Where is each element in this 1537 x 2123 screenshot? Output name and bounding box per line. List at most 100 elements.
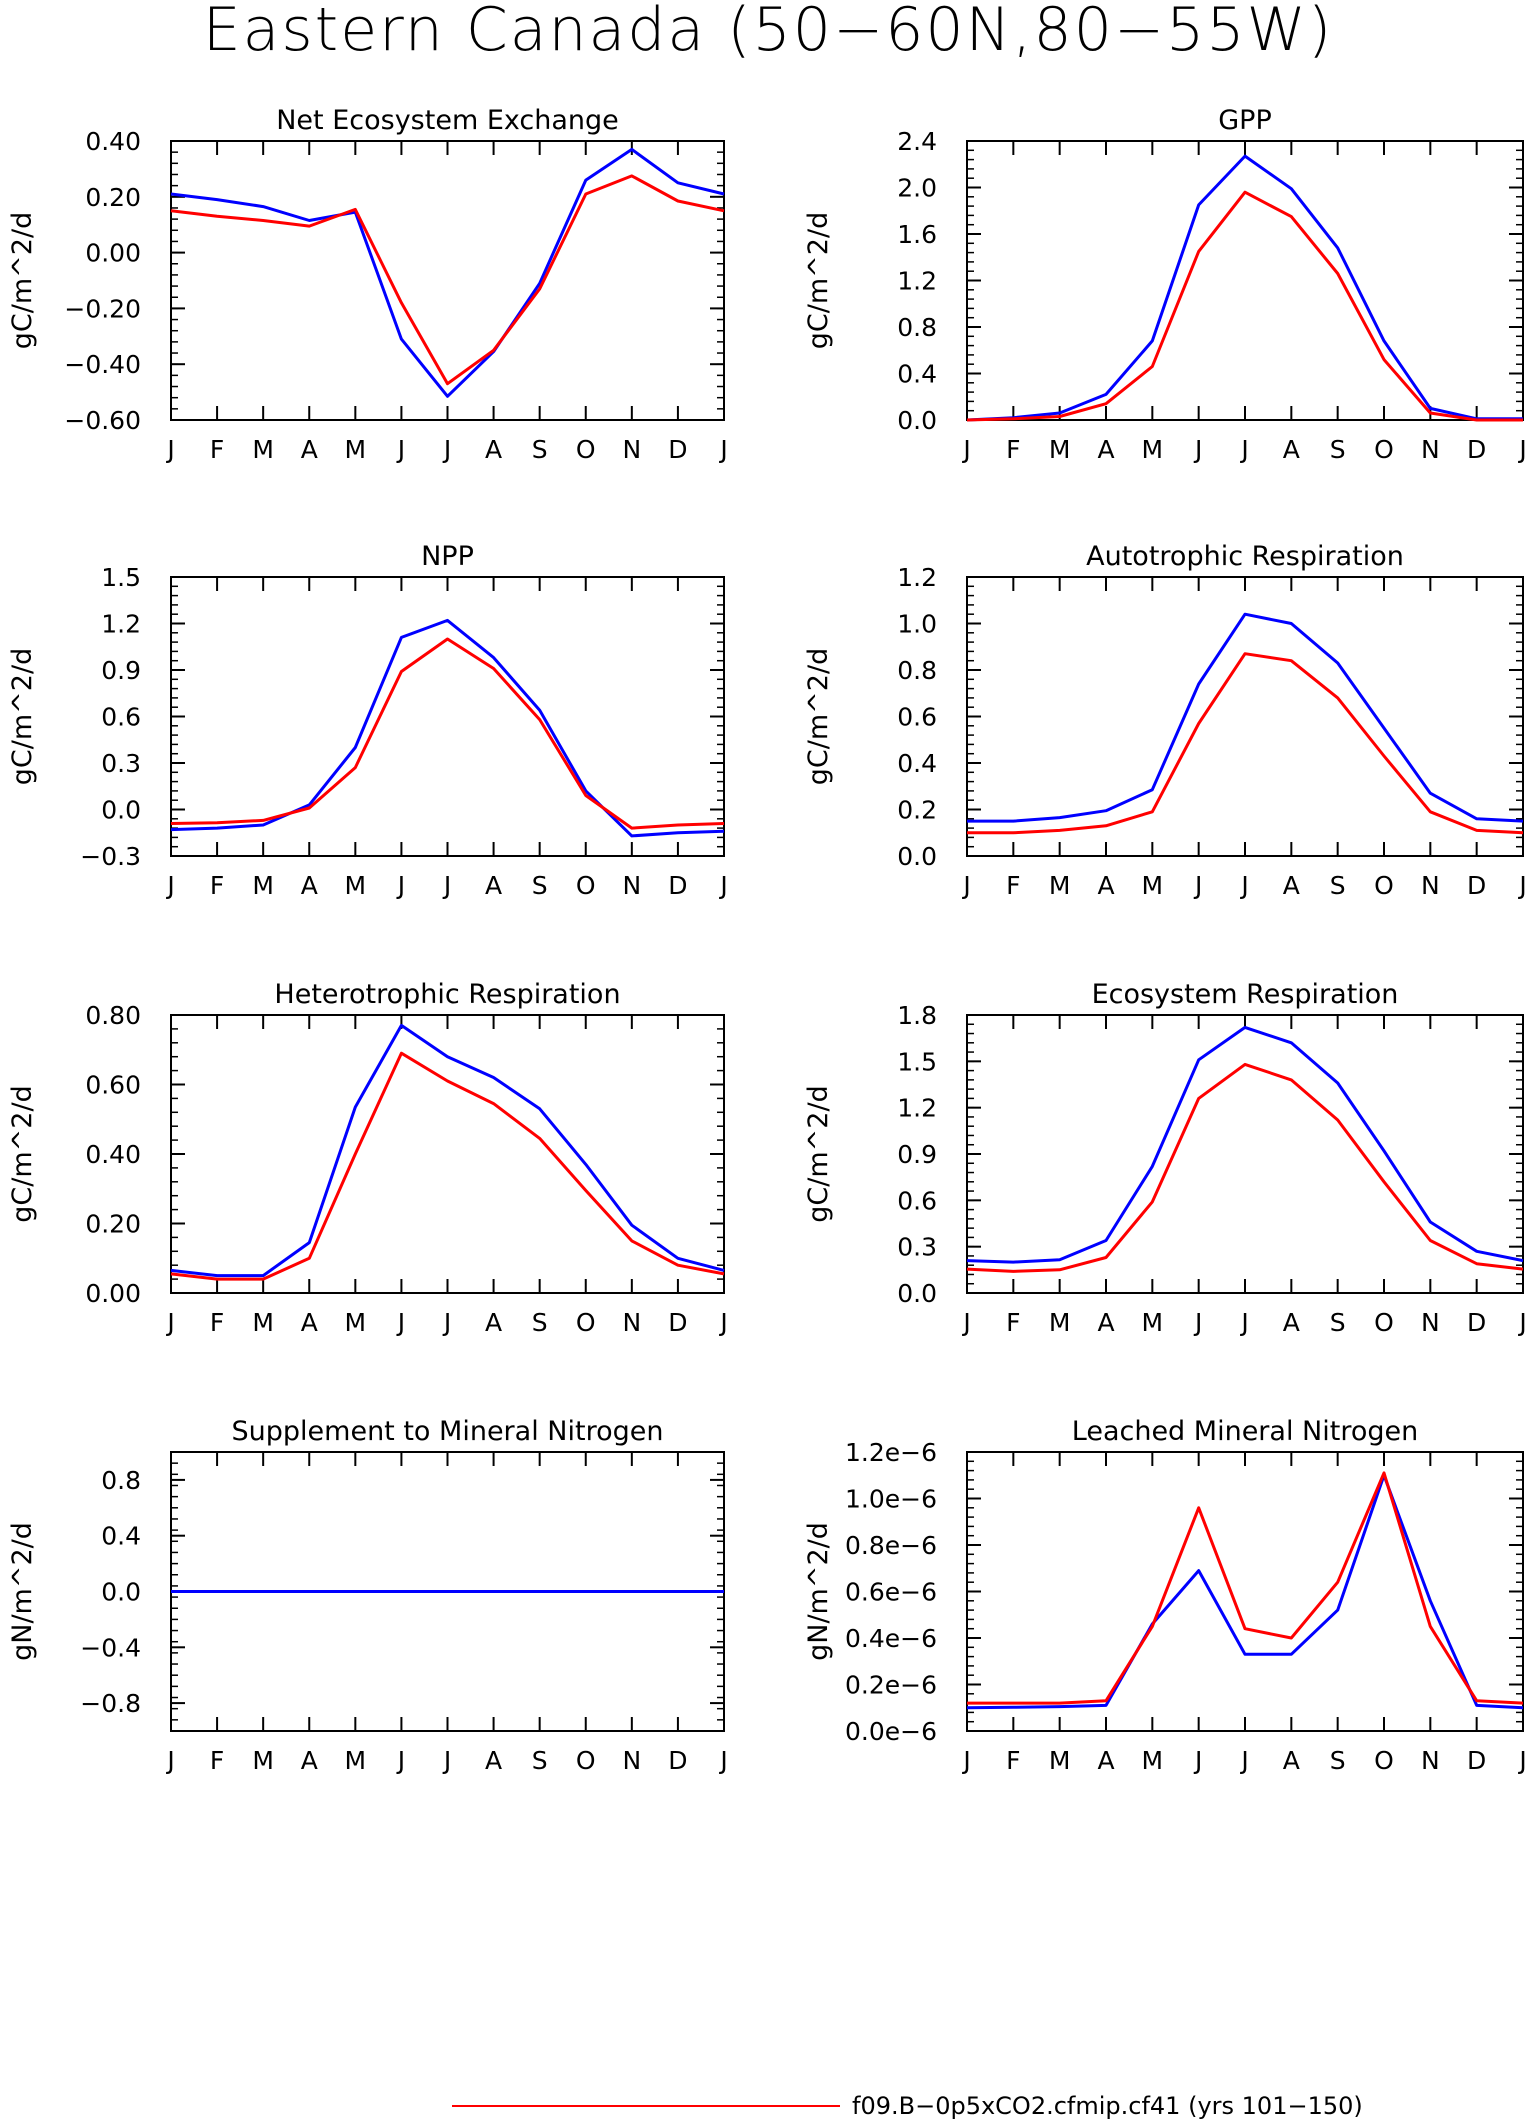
y-tick-label: 0.20 (85, 183, 141, 212)
y-tick-label: 0.6 (101, 703, 141, 732)
x-tick-label: F (210, 871, 224, 900)
chart-title: GPP (1218, 105, 1272, 136)
x-tick-label: M (1142, 871, 1164, 900)
x-tick-label: O (1374, 871, 1394, 900)
x-tick-label: J (442, 1746, 451, 1775)
y-tick-label: 0.00 (85, 1279, 141, 1308)
x-tick-label: A (485, 435, 502, 464)
x-tick-label: A (1097, 1746, 1114, 1775)
series-line (170, 637, 725, 830)
y-tick-label: 0.00 (85, 239, 141, 268)
y-tick-label: 0.4 (101, 1522, 141, 1551)
x-tick-label: D (668, 1746, 687, 1775)
x-tick-label: J (961, 871, 970, 900)
x-tick-label: M (345, 1308, 367, 1337)
x-tick-label: A (1283, 871, 1300, 900)
x-tick-label: S (532, 1308, 548, 1337)
y-tick-label: 0.80 (85, 1001, 141, 1030)
x-tick-label: J (1239, 435, 1248, 464)
x-tick-label: M (252, 871, 274, 900)
x-tick-label: D (668, 871, 687, 900)
x-tick-label: J (1193, 435, 1202, 464)
y-axis-label: gC/m^2/d (7, 212, 38, 349)
y-tick-label: 0.8 (897, 656, 937, 685)
x-tick-label: M (1049, 435, 1071, 464)
chart-panel: J F M A M J J A S O N D J1.51.20.90.60.30.0−0.3NPPgC… (7, 541, 728, 900)
y-tick-label: 1.0 (897, 610, 937, 639)
x-tick-label: A (301, 871, 318, 900)
chart-title: Supplement to Mineral Nitrogen (232, 1416, 664, 1447)
y-axis-label: gC/m^2/d (803, 1085, 834, 1222)
plot-frame (170, 140, 725, 421)
x-tick-label: J (442, 435, 451, 464)
y-tick-label: 1.5 (101, 563, 141, 592)
x-tick-label: J (1193, 1746, 1202, 1775)
x-tick-label: J (718, 871, 727, 900)
chart-panel: J F M A M J J A S O N D J0.80.40.0−0.4−0.8Supplement… (7, 1416, 728, 1775)
x-tick-label: S (1330, 871, 1346, 900)
series-line (966, 190, 1523, 422)
x-tick-label: J (165, 1308, 174, 1337)
y-tick-label: 0.6 (897, 703, 937, 732)
x-tick-label: O (576, 1308, 596, 1337)
page-title: Eastern Canada (50−60N,80−55W) (203, 0, 1334, 65)
x-tick-label: F (1006, 1746, 1020, 1775)
y-tick-label: 0.4 (897, 749, 937, 778)
x-tick-label: D (668, 1308, 687, 1337)
y-tick-label: 2.0 (897, 174, 937, 203)
y-tick-label: −0.4 (80, 1633, 141, 1662)
chart-panel: J F M A M J J A S O N D J2.42.01.61.20.80.40.0GPPgC/… (803, 105, 1527, 464)
x-tick-label: D (1467, 435, 1486, 464)
x-tick-label: F (1006, 1308, 1020, 1337)
x-tick-label: J (1517, 871, 1526, 900)
x-tick-label: A (301, 435, 318, 464)
y-tick-label: 0.8 (101, 1466, 141, 1495)
chart-panel: J F M A M J J A S O N D J1.81.51.20.90.60.30.0Ecosys… (803, 979, 1527, 1337)
series-line (170, 1051, 725, 1281)
x-tick-label: N (1421, 871, 1440, 900)
legend-label: f09.B−0p5xCO2.cfmip.cf41 (yrs 101−150) (852, 2092, 1363, 2119)
x-tick-label: J (1517, 435, 1526, 464)
series-line (170, 1023, 725, 1278)
y-tick-label: 0.6 (897, 1186, 937, 1215)
chart-panel: J F M A M J J A S O N D J1.2e−61.0e−60.8e−60.6e−60.4… (803, 1416, 1527, 1775)
x-tick-label: S (1330, 435, 1346, 464)
x-tick-label: N (1421, 435, 1440, 464)
chart-title: Heterotrophic Respiration (274, 979, 620, 1010)
x-tick-label: M (345, 435, 367, 464)
y-tick-label: 0.0 (101, 1578, 141, 1607)
x-tick-label: J (396, 871, 405, 900)
x-tick-label: A (1283, 1746, 1300, 1775)
x-tick-label: A (301, 1308, 318, 1337)
x-tick-label: J (442, 1308, 451, 1337)
x-tick-label: D (1467, 1308, 1486, 1337)
y-tick-label: 0.0 (897, 1279, 937, 1308)
y-tick-label: 0.4e−6 (845, 1624, 937, 1653)
x-tick-label: N (622, 1746, 641, 1775)
y-tick-label: 0.6e−6 (845, 1578, 937, 1607)
y-tick-label: 1.2 (897, 563, 937, 592)
y-tick-label: 0.20 (85, 1210, 141, 1239)
y-tick-label: 0.40 (85, 1140, 141, 1169)
y-axis-label: gC/m^2/d (7, 648, 38, 785)
y-axis-label: gC/m^2/d (7, 1085, 38, 1222)
x-tick-label: A (1283, 1308, 1300, 1337)
chart-panel: J F M A M J J A S O N D J1.21.00.80.60.40.20.0Autotr… (803, 541, 1527, 900)
x-tick-label: S (1330, 1308, 1346, 1337)
y-tick-label: −0.20 (64, 294, 141, 323)
y-tick-label: 0.2e−6 (845, 1671, 937, 1700)
x-tick-label: M (345, 1746, 367, 1775)
x-tick-label: F (210, 1308, 224, 1337)
x-tick-label: A (1097, 1308, 1114, 1337)
x-tick-label: A (1097, 435, 1114, 464)
y-tick-label: −0.3 (80, 842, 141, 871)
y-tick-label: 0.9 (101, 656, 141, 685)
series-line (170, 618, 725, 838)
x-tick-label: F (1006, 435, 1020, 464)
x-tick-label: J (961, 1746, 970, 1775)
x-tick-label: J (442, 871, 451, 900)
y-tick-label: 1.0e−6 (845, 1485, 937, 1514)
x-tick-label: S (532, 1746, 548, 1775)
